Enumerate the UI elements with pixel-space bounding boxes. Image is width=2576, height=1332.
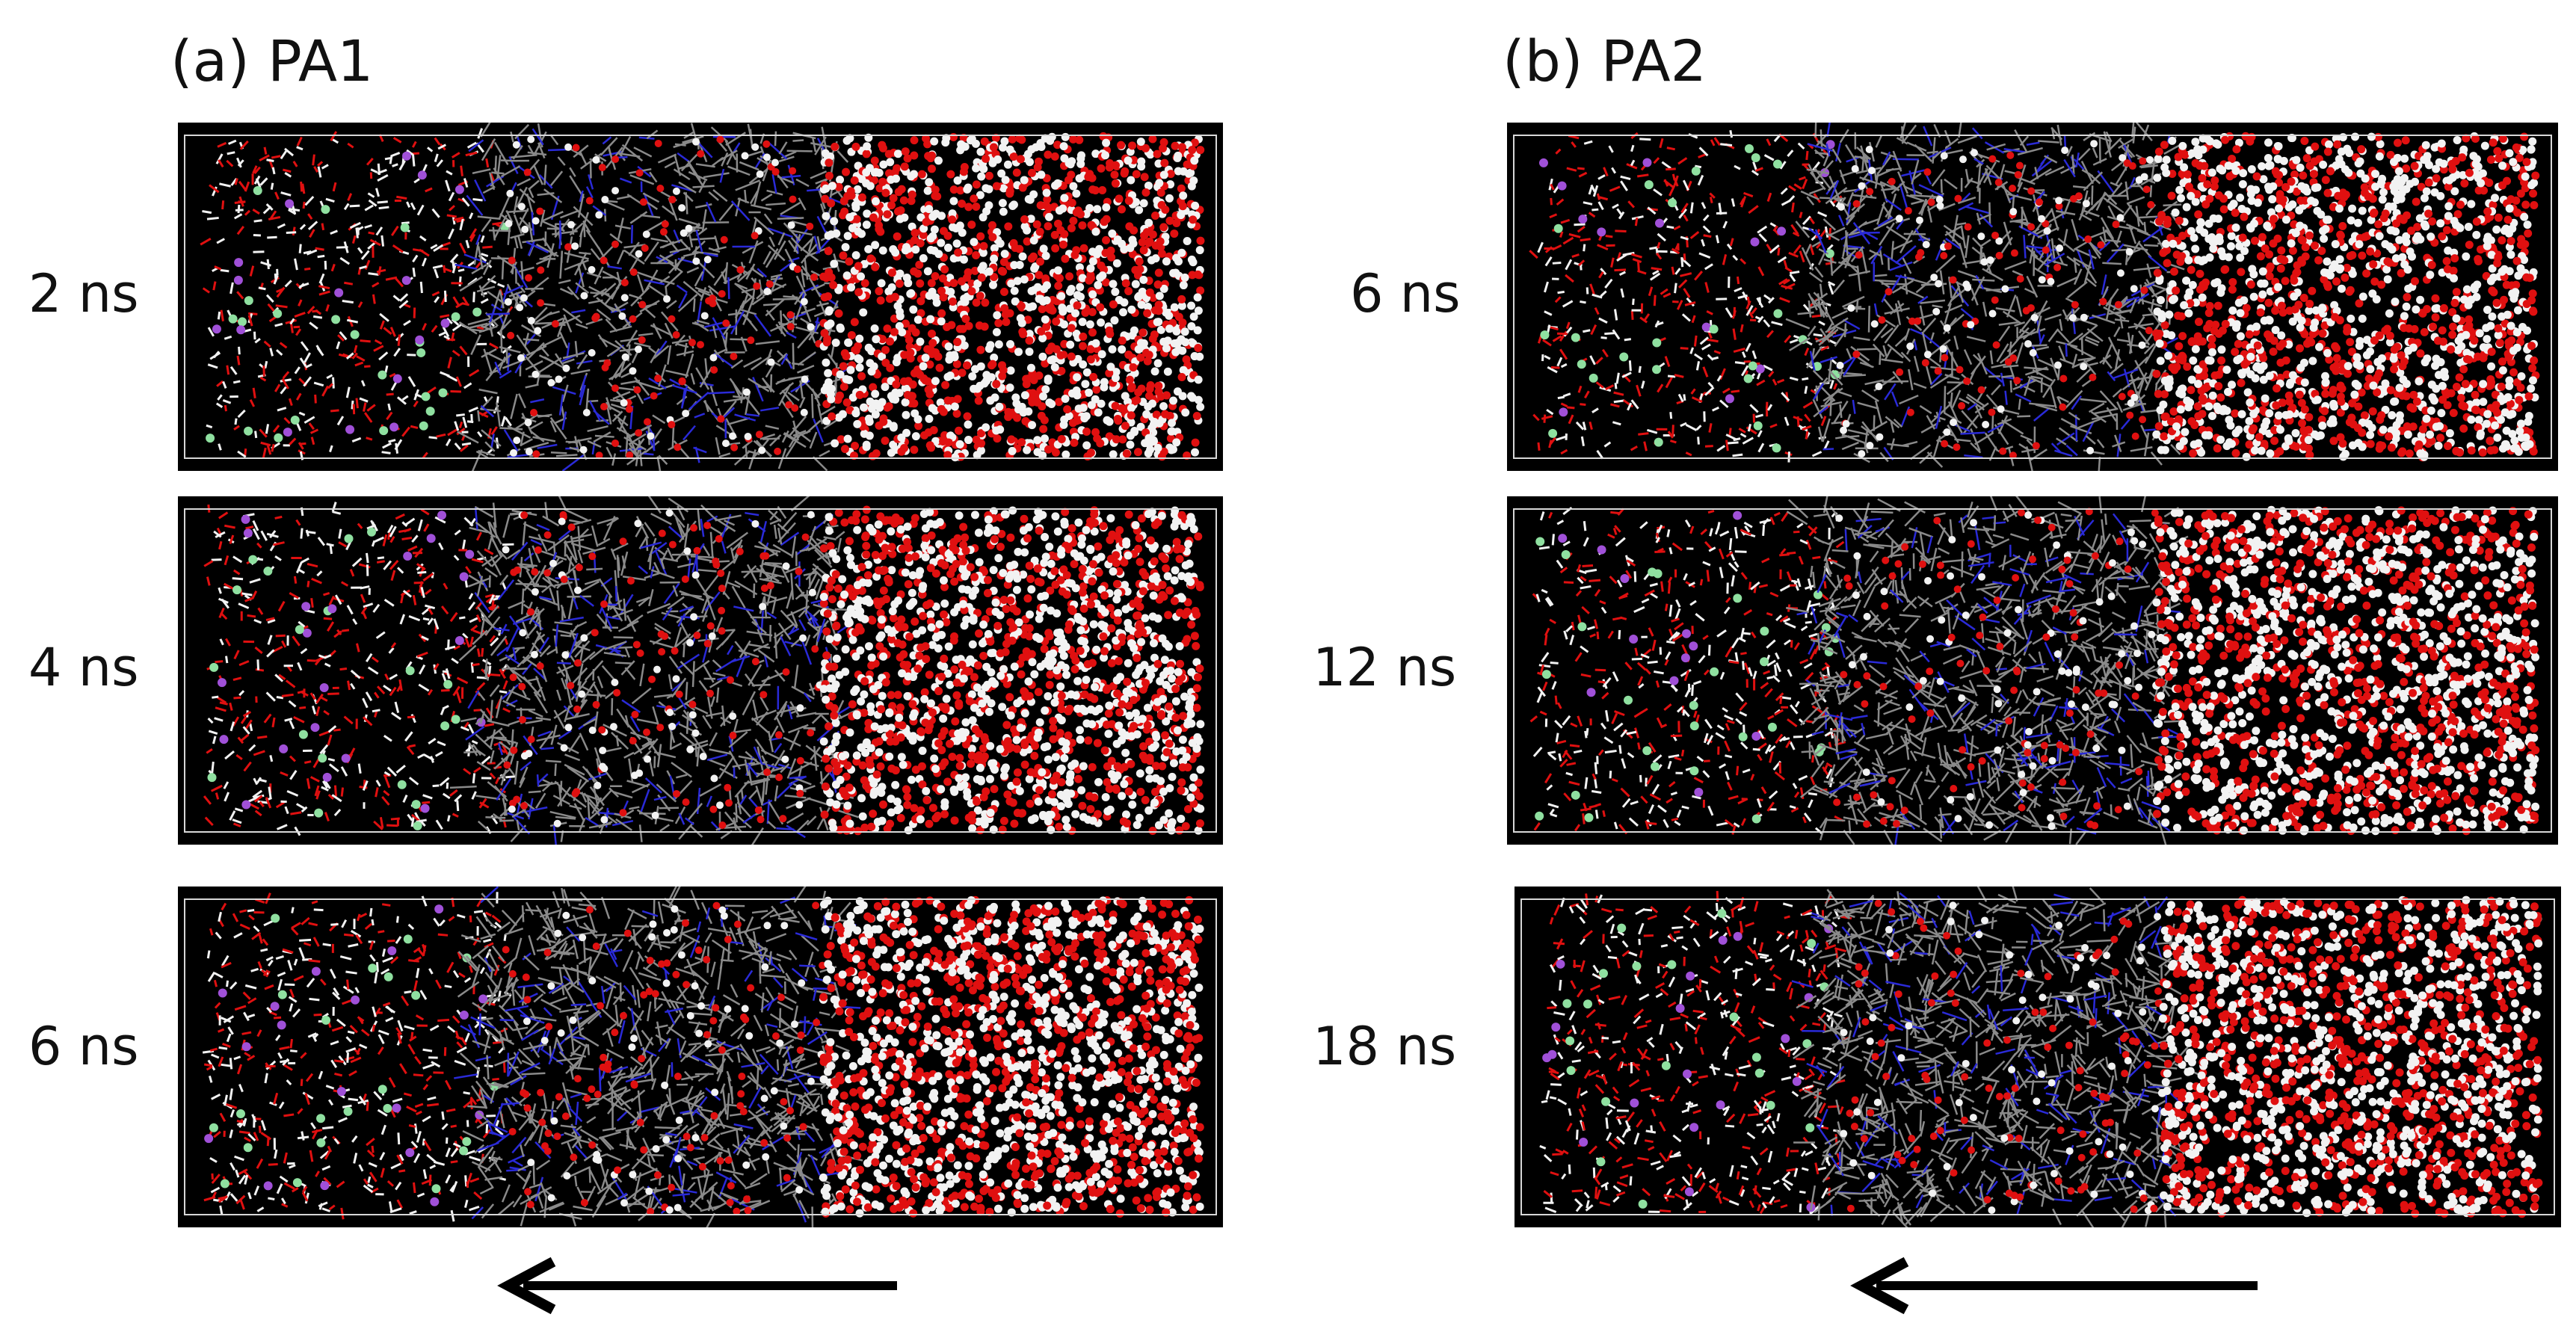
panel-a-title: (a) PA1 <box>170 28 374 94</box>
panel-a-time-2: 4 ns <box>28 637 139 698</box>
panel-b-title: (b) PA2 <box>1503 28 1707 94</box>
panel-b-time-3: 18 ns <box>1313 1016 1457 1077</box>
panel-b-snapshot-3 <box>1515 887 2561 1227</box>
panel-b-time-1: 6 ns <box>1350 263 1461 324</box>
panel-a-snapshot-2 <box>178 496 1223 845</box>
panel-a-snapshot-1 <box>178 123 1223 471</box>
panel-a-snapshot-3 <box>178 887 1223 1227</box>
panel-b-arrow <box>1850 1257 2258 1315</box>
panel-a-time-3: 6 ns <box>28 1016 139 1077</box>
panel-b-time-2: 12 ns <box>1313 637 1457 698</box>
panel-a-arrow <box>497 1257 897 1315</box>
panel-a-time-1: 2 ns <box>28 263 139 324</box>
panel-b-snapshot-2 <box>1507 496 2558 845</box>
panel-b-snapshot-1 <box>1507 123 2558 471</box>
